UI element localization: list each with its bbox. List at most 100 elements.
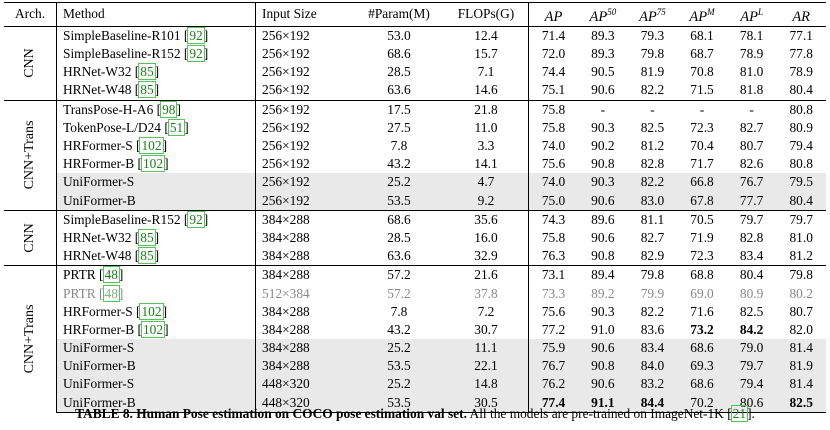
citation-link[interactable]: 98 [160, 100, 178, 118]
flops-cell: 37.8 [474, 285, 498, 301]
table-row: UniFormer-B 256×192 53.5 9.2 75.0 90.6 83.0 67.… [4, 191, 826, 211]
metric-cell: 82.2 [627, 173, 678, 192]
metric-cell: 89.2 [591, 285, 615, 301]
citation-link[interactable]: 85 [138, 228, 156, 246]
citation-link[interactable]: 85 [138, 63, 156, 81]
input-size-cell: 384×288 [255, 265, 354, 285]
metric-cell: 74.0 [528, 136, 579, 156]
flops-cell: 30.7 [474, 321, 498, 337]
metric-cell: 81.4 [776, 375, 826, 394]
metric-cell: 82.5 [640, 119, 665, 135]
metric-cell: 91.1 [578, 393, 628, 413]
table-row: CNN+Trans PRTR [48] 384×288 57.2 21.6 73.1 89.… [4, 265, 826, 413]
header-input-size: Input Size [255, 2, 354, 27]
metric-cell: 89.6 [578, 209, 628, 229]
params-cell: 63.6 [387, 82, 411, 98]
table-group: CNN SimpleBaseline-R152 [92] 384×288 68.6 35… [4, 209, 826, 266]
metric-cell: 77.2 [528, 320, 579, 340]
metric-cell: 81.0 [789, 229, 813, 245]
citation-link[interactable]: 92 [187, 210, 205, 228]
header-params: #Param(M) [354, 2, 444, 27]
header-method: Method [56, 2, 256, 27]
method-name: TokenPose-L/D24 [63, 119, 161, 135]
params-cell: 63.6 [387, 248, 411, 264]
params-cell: 7.8 [390, 303, 408, 319]
metric-cell: 81.8 [739, 82, 764, 98]
citation-link[interactable]: 48 [102, 266, 120, 284]
citation-link[interactable]: 48 [102, 284, 120, 302]
metric-cell: 70.5 [677, 209, 727, 229]
citation-link[interactable]: 92 [187, 45, 205, 63]
metric-cell: 89.4 [578, 265, 628, 285]
metric-cell: 77.1 [776, 25, 826, 46]
input-size-cell: 256×192 [255, 118, 354, 137]
table-row: HRNet-W48 [85] 384×288 63.6 32.9 76.3 90.8 82.… [4, 247, 826, 266]
metric-cell: 74.4 [528, 63, 579, 82]
params-cell: 43.2 [387, 156, 411, 172]
metric-cell: 84.2 [739, 321, 764, 337]
input-size-cell: 256×192 [255, 191, 354, 211]
method-cell: HRFormer-B [102] [63, 155, 169, 173]
citation-link[interactable]: 92 [187, 26, 205, 44]
results-table: Arch. Method Input Size #Param(M) FLOPs(… [4, 2, 826, 413]
method-name: HRFormer-S [63, 138, 133, 154]
metric-cell: - [726, 99, 777, 119]
metric-cell: 90.3 [591, 119, 615, 135]
input-size-cell: 256×192 [255, 81, 354, 101]
metric-cell: 71.5 [690, 82, 714, 98]
header-arch: Arch. [4, 2, 57, 27]
metric-cell: 89.3 [578, 25, 628, 46]
metric-cell: - [578, 99, 628, 119]
flops-cell: 22.1 [444, 357, 529, 376]
arch-cell: CNN+Trans [4, 99, 57, 211]
table-row: UniFormer-S 448×320 25.2 14.8 76.2 90.6 83.2 68… [4, 375, 826, 394]
metric-cell: 68.6 [677, 375, 727, 394]
citation-link[interactable]: 85 [138, 81, 156, 99]
metric-cell: 83.4 [739, 248, 764, 264]
metric-cell: 89.3 [591, 46, 615, 62]
citation-link[interactable]: 102 [139, 302, 164, 320]
metric-cell: 76.7 [528, 357, 579, 376]
metric-cell: 82.9 [640, 248, 665, 264]
header-metric: AP75 [627, 2, 678, 27]
metric-cell: 83.6 [640, 321, 665, 337]
metric-cell: 90.6 [591, 82, 615, 98]
input-size-cell: 384×288 [255, 339, 354, 358]
header-metric: APL [726, 2, 777, 27]
flops-cell: 7.2 [477, 303, 495, 319]
citation-link[interactable]: 102 [139, 137, 164, 155]
params-cell: 28.5 [387, 229, 411, 245]
flops-cell: 32.9 [474, 248, 498, 264]
method-name: HRFormer-B [63, 321, 135, 337]
table-row: SimpleBaseline-R152 [92] 256×192 68.6 15.7 7… [4, 45, 826, 64]
params-cell: 43.2 [387, 321, 411, 337]
table-row: UniFormer-B 384×288 53.5 22.1 76.7 90.8 84.0 69… [4, 357, 826, 376]
metric-cell: 90.6 [578, 375, 628, 394]
table-row: HRFormer-S [102] 256×192 7.8 3.3 74.0 90.2 81.… [4, 136, 826, 156]
metric-cell: 82.8 [640, 156, 665, 172]
table-row: UniFormer-S 256×192 25.2 4.7 74.0 90.3 82.2 66.… [4, 173, 826, 192]
metric-cell: - [627, 99, 678, 119]
metric-cell: 82.7 [640, 229, 665, 245]
citation-link[interactable]: 51 [167, 118, 186, 136]
arch-cell: CNN+Trans [4, 265, 57, 413]
metric-cell: 73.1 [528, 265, 579, 285]
params-cell: 27.5 [387, 119, 411, 135]
citation-link[interactable]: 102 [140, 155, 166, 173]
flops-cell: 12.4 [444, 25, 529, 46]
metric-cell: 67.8 [677, 191, 727, 211]
metric-cell: 84.4 [627, 393, 678, 413]
header-metric: AR [776, 2, 826, 27]
input-size-cell: 384×288 [255, 302, 354, 321]
citation-link[interactable]: 102 [140, 320, 166, 338]
citation-link[interactable]: 85 [138, 247, 156, 265]
metric-cell: 79.4 [789, 138, 813, 154]
arch-cell: CNN [4, 25, 57, 101]
table-row: HRFormer-S [102] 384×288 7.8 7.2 75.6 90.3 82.… [4, 302, 826, 321]
metric-cell: 79.7 [726, 209, 777, 229]
caption-citation[interactable]: 21 [730, 405, 749, 422]
method-cell: UniFormer-B [56, 191, 256, 211]
metric-cell: 75.6 [528, 302, 579, 321]
metric-cell: 83.0 [627, 191, 678, 211]
method-name: PRTR [63, 267, 96, 283]
